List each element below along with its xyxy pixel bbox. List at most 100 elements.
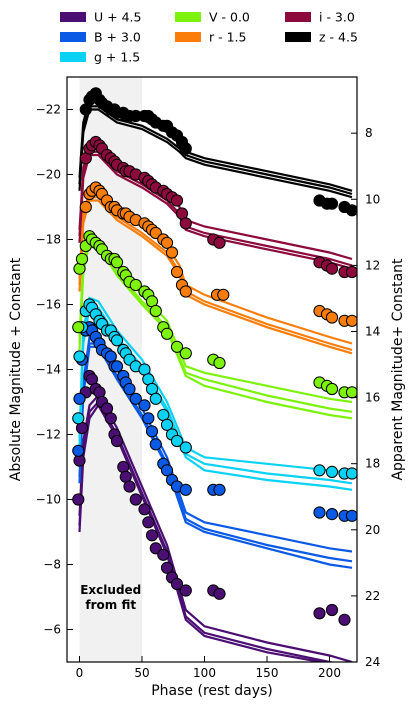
data-point-r-1-5-0 <box>79 200 92 214</box>
data-point-v-0-0-16 <box>129 278 142 292</box>
data-point-u-4-5-10 <box>104 412 117 425</box>
data-point-g-1-5-1 <box>73 350 86 363</box>
data-point-i-3-0-23 <box>179 217 192 230</box>
legend: U + 4.5 B + 3.0 g + 1.5 V - 0.0 r - 1.5 i - 3… <box>60 10 358 65</box>
y-right-tick-label: 16 <box>365 391 380 405</box>
legend-swatch <box>175 12 201 22</box>
y-right-tick-label: 14 <box>365 324 380 338</box>
axes-layer: 0 50 100 150 200 −6 −8 −10 −12 −14 −16 −18 −20 −22 8 10… <box>36 103 381 681</box>
data-point-b-3-0-20 <box>149 438 162 451</box>
data-point-g-1-5-29 <box>345 467 357 480</box>
data-point-g-1-5-25 <box>179 441 192 454</box>
data-point-v-0-0-26 <box>213 356 226 370</box>
legend-label: g + 1.5 <box>94 50 140 65</box>
data-point-b-3-0-0 <box>72 444 85 457</box>
x-tick-label: 200 <box>318 666 341 680</box>
data-point-b-3-0-19 <box>145 425 159 438</box>
data-point-v-0-0-23 <box>170 340 184 353</box>
data-point-z-4-5-26 <box>325 197 339 210</box>
y-left-tick-label: −10 <box>36 493 61 507</box>
y-left-tick-label: −18 <box>36 233 61 247</box>
data-point-b-3-0-28 <box>313 506 326 519</box>
legend-label: r - 1.5 <box>209 30 246 45</box>
data-point-u-4-5-27 <box>213 587 226 600</box>
excluded-annotation-line2: from fit <box>85 598 136 612</box>
legend-label: U + 4.5 <box>94 10 141 25</box>
data-point-u-4-5-30 <box>338 613 351 626</box>
data-point-b-3-0-22 <box>160 464 174 477</box>
y-left-tick-label: −22 <box>36 103 61 117</box>
legend-label: V - 0.0 <box>209 10 250 25</box>
data-point-v-0-0-31 <box>345 386 357 399</box>
legend-swatch <box>60 52 86 62</box>
legend-label: z - 4.5 <box>319 30 358 45</box>
data-point-r-1-5-21 <box>170 265 184 279</box>
legend-label: B + 3.0 <box>94 30 141 45</box>
data-point-r-1-5-19 <box>160 236 174 249</box>
data-point-r-1-5-30 <box>345 314 357 327</box>
data-point-b-3-0-31 <box>345 509 357 522</box>
data-point-u-4-5-25 <box>179 584 192 597</box>
data-point-u-4-5-0 <box>72 493 85 506</box>
legend-swatch <box>175 32 201 42</box>
x-tick-label: 100 <box>193 666 216 680</box>
legend-swatch <box>285 12 311 22</box>
y-right-tick-label: 8 <box>365 126 373 140</box>
series-layer <box>72 87 357 662</box>
legend-swatch <box>60 12 86 22</box>
y-axis-label-left: Absolute Magnitude + Constant <box>8 257 24 481</box>
data-point-b-3-0-27 <box>213 483 226 496</box>
model-line-u-4-5-3 <box>78 403 327 662</box>
data-point-b-3-0-29 <box>325 507 339 521</box>
data-point-g-1-5-12 <box>110 334 124 347</box>
data-point-u-4-5-22 <box>160 561 174 574</box>
data-point-v-0-0-20 <box>149 304 162 318</box>
y-left-tick-label: −6 <box>43 623 61 637</box>
x-tick-label: 0 <box>76 666 84 680</box>
model-line-u-4-5-1 <box>78 393 353 662</box>
data-point-u-4-5-18 <box>142 516 155 529</box>
data-point-u-4-5-19 <box>145 529 159 542</box>
x-tick-label: 150 <box>256 666 279 680</box>
x-tick-label: 50 <box>134 666 149 680</box>
data-point-b-3-0-1 <box>73 392 86 405</box>
y-axis-label-right: Apparent Magnitude+ Constant <box>390 258 406 481</box>
data-point-u-4-5-15 <box>123 480 136 493</box>
data-point-g-1-5-27 <box>325 465 339 478</box>
data-point-v-0-0-12 <box>110 256 124 269</box>
data-point-b-3-0-18 <box>142 412 155 425</box>
y-right-tick-label: 24 <box>365 655 380 669</box>
data-point-g-1-5-0 <box>72 412 85 425</box>
data-point-b-3-0-25 <box>179 483 192 496</box>
data-point-v-0-0-22 <box>160 327 174 340</box>
data-point-u-4-5-24 <box>170 577 184 591</box>
data-point-u-4-5-21 <box>157 548 170 561</box>
data-point-g-1-5-22 <box>160 418 174 431</box>
data-point-b-3-0-17 <box>138 399 151 412</box>
data-point-i-3-0-25 <box>213 236 226 249</box>
data-point-z-4-5-28 <box>345 204 357 217</box>
legend-label: i - 3.0 <box>319 10 355 25</box>
y-right-tick-label: 12 <box>365 258 380 272</box>
data-point-u-4-5-12 <box>110 434 124 448</box>
y-right-tick-label: 10 <box>365 192 380 206</box>
y-right-tick-label: 22 <box>365 589 380 603</box>
y-left-tick-label: −8 <box>43 558 61 572</box>
y-left-tick-label: −20 <box>36 168 61 182</box>
y-left-tick-label: −16 <box>36 298 61 312</box>
data-point-i-3-0-28 <box>325 262 339 275</box>
data-point-v-0-0-29 <box>325 382 339 396</box>
data-point-i-3-0-30 <box>345 265 357 279</box>
y-left-tick-label: −12 <box>36 428 61 442</box>
data-point-v-0-0-0 <box>72 321 85 334</box>
y-right-tick-label: 18 <box>365 457 380 471</box>
legend-swatch <box>285 32 311 42</box>
y-left-tick-label: −14 <box>36 363 61 377</box>
data-point-b-3-0-12 <box>110 360 124 373</box>
data-point-u-4-5-16 <box>129 493 142 506</box>
legend-swatch <box>60 32 86 42</box>
data-point-r-1-5-23 <box>179 285 192 298</box>
y-right-tick-label: 20 <box>365 523 380 537</box>
excluded-annotation-line1: Excluded <box>80 583 141 597</box>
